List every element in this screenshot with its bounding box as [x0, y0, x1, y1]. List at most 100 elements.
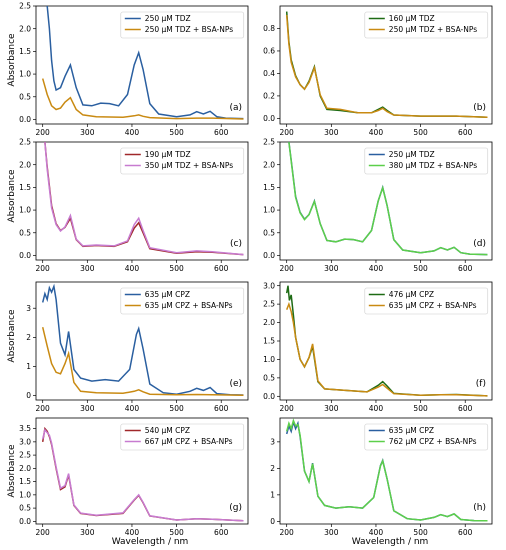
x-tick-label: 500: [169, 128, 184, 137]
legend-entry-1: 540 μM CPZ: [145, 426, 190, 435]
legend-entry-2: 350 μM TDZ + BSA-NPs: [145, 161, 233, 170]
panel-f: 200 300 400 500 600 0.0 0.5 1.0 1.5 2.0 2.5 3.0 476 …: [263, 281, 493, 413]
x-tick-label: 300: [324, 264, 339, 273]
y-tick-label: 2.5: [263, 300, 275, 309]
panel-b: 200 300 400 500 600 0.0 0.2 0.4 0.6 0.8 160 μM TDZ…: [263, 5, 493, 137]
x-tick-label: 600: [214, 528, 229, 537]
y-tick-label: 0.5: [263, 373, 275, 382]
panel-label: (a): [229, 103, 242, 113]
y-tick-label: 0.5: [19, 92, 31, 101]
y-tick-label: 3.0: [19, 437, 31, 446]
y-tick-label: 0.6: [263, 47, 275, 56]
x-tick-label: 400: [125, 404, 140, 413]
series-line-2: [288, 142, 488, 256]
x-tick-label: 300: [80, 404, 95, 413]
x-tick-label: 200: [36, 264, 51, 273]
panel-g: 200 300 400 500 600 0.0 0.5 1.0 1.5 2.0 2.5 3.0 3.5 5…: [19, 417, 249, 537]
legend-entry-2: 762 μM CPZ + BSA-NPs: [389, 437, 477, 446]
y-tick-label: 0.0: [19, 517, 31, 526]
y-tick-label: 2.5: [263, 138, 275, 147]
series-line-2: [41, 428, 244, 522]
y-tick-label: 1.0: [263, 206, 275, 215]
x-tick-label: 600: [214, 264, 229, 273]
x-tick-label: 400: [369, 404, 384, 413]
y-tick-label: 2.0: [263, 318, 275, 327]
y-tick-label: 0.5: [263, 228, 275, 237]
panel-label: (h): [473, 503, 486, 513]
y-tick-label: 1: [270, 490, 275, 499]
legend-entry-1: 250 μM TDZ: [145, 14, 191, 23]
panel-e: 200 300 400 500 600 0 1 2 3 635 μM CPZ 635 μM CPZ …: [26, 281, 249, 413]
x-tick-label: 500: [413, 264, 428, 273]
series-line-1: [41, 283, 244, 396]
x-tick-label: 300: [324, 128, 339, 137]
y-tick-label: 1.0: [19, 490, 31, 499]
x-tick-label: 500: [413, 404, 428, 413]
y-tick-label: 3: [26, 304, 31, 313]
y-tick-label: 0.2: [263, 92, 275, 101]
y-axis-label-row1: Absorbance: [7, 33, 17, 87]
x-tick-label: 400: [125, 128, 140, 137]
x-tick-label: 400: [369, 128, 384, 137]
y-tick-label: 0: [270, 517, 275, 526]
y-tick-label: 1.0: [263, 355, 275, 364]
x-tick-label: 200: [280, 128, 295, 137]
panel-c: 200 300 400 500 600 0.0 0.5 1.0 1.5 2.0 2.5 190 μM …: [19, 138, 249, 273]
x-tick-label: 500: [413, 128, 428, 137]
series-line-2: [285, 418, 488, 522]
legend-entry-2: 250 μM TDZ + BSA-NPs: [145, 25, 233, 34]
x-tick-label: 600: [214, 404, 229, 413]
y-tick-label: 0.0: [19, 251, 31, 260]
legend-box: [120, 147, 245, 175]
legend-entry-1: 190 μM TDZ: [145, 150, 191, 159]
legend-box: [120, 11, 245, 39]
y-tick-label: 0.0: [263, 251, 275, 260]
y-tick-label: 1: [26, 362, 31, 371]
x-tick-label: 600: [458, 528, 473, 537]
y-tick-label: 2.5: [19, 2, 31, 11]
x-tick-label: 600: [458, 128, 473, 137]
legend-box: [120, 423, 245, 451]
x-tick-label: 200: [36, 528, 51, 537]
legend-entry-2: 250 μM TDZ + BSA-NPs: [389, 25, 477, 34]
y-tick-label: 1.0: [19, 206, 31, 215]
panel-d: 200 300 400 500 600 0.0 0.5 1.0 1.5 2.0 2.5 250 μM …: [263, 138, 493, 273]
y-tick-label: 3.0: [263, 281, 275, 290]
y-tick-label: 1.5: [19, 183, 31, 192]
series-line-2: [41, 78, 244, 120]
y-tick-label: 0.8: [263, 24, 275, 33]
series-line-2: [44, 142, 244, 256]
x-tick-label: 200: [280, 264, 295, 273]
series-line-1: [46, 6, 244, 120]
x-axis-label-right: Wavelength / nm: [352, 537, 429, 547]
x-tick-label: 300: [324, 404, 339, 413]
series-line-2: [41, 327, 244, 397]
x-tick-label: 600: [458, 264, 473, 273]
x-tick-label: 600: [458, 404, 473, 413]
legend-box: [364, 423, 489, 451]
legend-box: [364, 11, 489, 39]
legend-entry-1: 635 μM CPZ: [145, 290, 190, 299]
y-tick-label: 1.5: [263, 337, 275, 346]
x-tick-label: 400: [125, 528, 140, 537]
x-tick-label: 500: [413, 528, 428, 537]
x-axis-label-left: Wavelength / nm: [112, 537, 189, 547]
x-tick-label: 300: [80, 528, 95, 537]
y-tick-label: 2.0: [19, 160, 31, 169]
legend-entry-1: 250 μM TDZ: [389, 150, 435, 159]
panel-label: (f): [476, 379, 486, 389]
x-tick-label: 300: [80, 264, 95, 273]
x-tick-label: 400: [125, 264, 140, 273]
x-tick-label: 500: [169, 404, 184, 413]
y-axis-label-row4: Absorbance: [7, 444, 17, 498]
legend-box: [364, 147, 489, 175]
x-tick-label: 500: [169, 528, 184, 537]
panel-label: (e): [229, 379, 242, 389]
series-line-2: [285, 14, 488, 119]
x-tick-label: 300: [80, 128, 95, 137]
y-tick-label: 0.5: [19, 504, 31, 513]
legend-entry-1: 476 μM CPZ: [389, 290, 434, 299]
legend-entry-2: 667 μM CPZ + BSA-NPs: [145, 437, 233, 446]
panel-label: (g): [229, 503, 242, 513]
